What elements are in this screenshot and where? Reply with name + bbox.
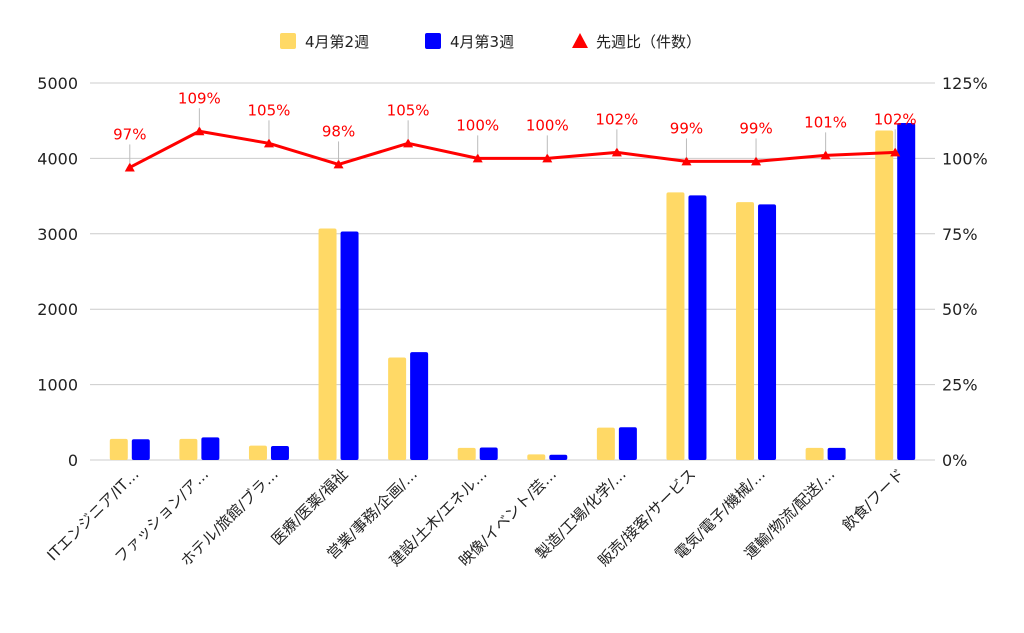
y-left-tick-label: 4000 xyxy=(37,149,78,168)
bar-week3 xyxy=(897,122,916,460)
bar-week2 xyxy=(179,438,198,460)
gridlines xyxy=(90,82,935,461)
bar-week2 xyxy=(388,357,407,460)
bar-week2 xyxy=(875,130,894,460)
y-left-tick-label: 1000 xyxy=(37,376,78,395)
y-axis-right: 0% 25% 50% 75% 100% 125% xyxy=(942,74,988,470)
data-label: 101% xyxy=(804,113,847,131)
bar-week3 xyxy=(479,447,498,460)
ratio-point xyxy=(194,126,205,136)
x-axis-categories: ITエンジニア/IT…ファッション/ア…ホテル/旅館/ブラ…医療/医薬/福祉営業… xyxy=(43,465,908,570)
y-left-tick-label: 2000 xyxy=(37,300,78,319)
y-left-tick-label: 5000 xyxy=(37,74,78,93)
data-label: 109% xyxy=(178,89,221,107)
bar-week3 xyxy=(549,454,568,460)
bar-week3 xyxy=(618,427,637,460)
legend: 4月第2週 4月第3週 先週比（件数） xyxy=(280,33,701,51)
legend-label: 4月第2週 xyxy=(305,33,369,51)
data-label: 105% xyxy=(387,101,430,119)
bar-week3 xyxy=(688,195,707,460)
data-label: 99% xyxy=(739,119,772,137)
y-right-tick-label: 0% xyxy=(942,451,967,470)
y-right-tick-label: 100% xyxy=(942,149,988,168)
bar-series xyxy=(109,122,916,460)
y-right-tick-label: 25% xyxy=(942,376,978,395)
ratio-point xyxy=(751,156,762,166)
bar-week2 xyxy=(736,202,755,460)
ratio-point xyxy=(263,138,274,148)
ratio-point xyxy=(333,159,344,169)
data-label: 99% xyxy=(670,119,703,137)
ratio-point xyxy=(820,150,831,160)
bar-week3 xyxy=(270,446,289,460)
y-right-tick-label: 75% xyxy=(942,225,978,244)
legend-label: 4月第3週 xyxy=(450,33,514,51)
bar-week2 xyxy=(596,427,615,460)
bar-week2 xyxy=(457,447,476,460)
legend-swatch xyxy=(425,33,441,49)
data-label: 105% xyxy=(248,101,291,119)
legend-label: 先週比（件数） xyxy=(596,33,701,51)
bar-week3 xyxy=(758,204,777,460)
bar-week3 xyxy=(827,447,846,460)
ratio-line-series xyxy=(124,126,901,172)
ratio-point xyxy=(542,153,553,163)
data-label: 102% xyxy=(874,110,917,128)
legend-triangle-icon xyxy=(572,33,588,48)
data-label: 102% xyxy=(595,110,638,128)
data-labels: 97% 109% 105% 98% 105% 100% 100% 102% 99% 99% 101%… xyxy=(113,89,917,164)
data-label: 100% xyxy=(526,116,569,134)
y-left-tick-label: 3000 xyxy=(37,225,78,244)
bar-week2 xyxy=(666,192,685,460)
data-label: 97% xyxy=(113,125,146,143)
ratio-point xyxy=(472,153,483,163)
y-right-tick-label: 50% xyxy=(942,300,978,319)
y-right-tick-label: 125% xyxy=(942,74,988,93)
data-label: 100% xyxy=(456,116,499,134)
y-axis-left: 0 1000 2000 3000 4000 5000 xyxy=(37,74,78,470)
ratio-line xyxy=(129,129,896,169)
ratio-point xyxy=(124,162,135,172)
bar-week2 xyxy=(248,445,267,460)
category-label: 飲食/フード xyxy=(839,465,908,534)
ratio-point xyxy=(403,138,414,148)
bar-week3 xyxy=(340,231,359,460)
bar-week2 xyxy=(318,228,337,460)
bar-week3 xyxy=(201,437,220,460)
data-label: 98% xyxy=(322,122,355,140)
bar-week2 xyxy=(527,454,546,460)
bar-week3 xyxy=(410,352,429,460)
bar-week2 xyxy=(805,447,824,460)
y-left-tick-label: 0 xyxy=(68,451,78,470)
legend-swatch xyxy=(280,33,296,49)
ratio-point xyxy=(611,147,622,157)
bar-week2 xyxy=(109,438,128,460)
ratio-point xyxy=(681,156,692,166)
ratio-point xyxy=(890,147,901,157)
bar-week3 xyxy=(131,439,150,460)
